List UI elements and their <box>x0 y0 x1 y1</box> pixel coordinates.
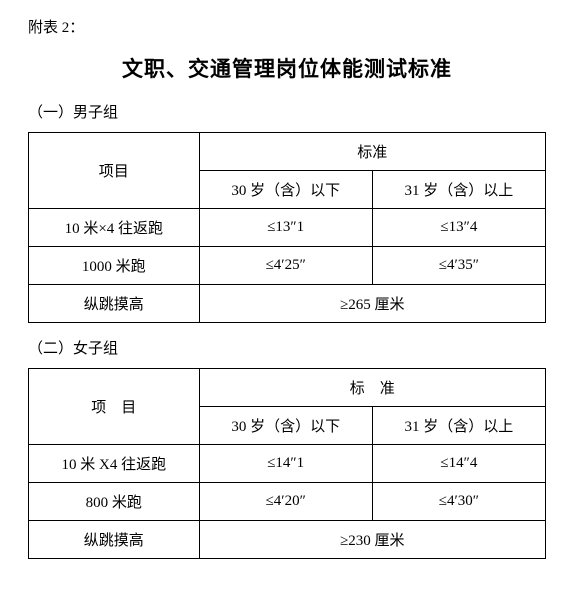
male-group-label: （一）男子组 <box>28 101 546 122</box>
female-group-label: （二）女子组 <box>28 337 546 358</box>
table-row: 800 米跑 ≤4′20″ ≤4′30″ <box>29 483 546 521</box>
page-title: 文职、交通管理岗位体能测试标准 <box>28 53 546 83</box>
header-under30-cell: 30 岁（含）以下 <box>199 171 372 209</box>
value-cell: ≤13″4 <box>372 209 545 247</box>
header-item-cell: 项 目 <box>29 369 200 445</box>
item-cell: 800 米跑 <box>29 483 200 521</box>
table-row: 项 目 标 准 <box>29 369 546 407</box>
male-table: 项目 标准 30 岁（含）以下 31 岁（含）以上 10 米×4 往返跑 ≤13… <box>28 132 546 323</box>
attachment-label: 附表 2： <box>28 16 546 37</box>
table-row: 项目 标准 <box>29 133 546 171</box>
header-item-cell: 项目 <box>29 133 200 209</box>
table-row: 纵跳摸高 ≥230 厘米 <box>29 521 546 559</box>
value-cell-merged: ≥230 厘米 <box>199 521 545 559</box>
table-row: 1000 米跑 ≤4′25″ ≤4′35″ <box>29 247 546 285</box>
header-standard-cell: 标 准 <box>199 369 545 407</box>
value-cell: ≤14″1 <box>199 445 372 483</box>
header-under30-cell: 30 岁（含）以下 <box>199 407 372 445</box>
item-cell: 1000 米跑 <box>29 247 200 285</box>
value-cell: ≤4′35″ <box>372 247 545 285</box>
value-cell: ≤4′20″ <box>199 483 372 521</box>
value-cell: ≤13″1 <box>199 209 372 247</box>
header-standard-cell: 标准 <box>199 133 545 171</box>
value-cell: ≤14″4 <box>372 445 545 483</box>
value-cell: ≤4′25″ <box>199 247 372 285</box>
item-cell: 10 米 X4 往返跑 <box>29 445 200 483</box>
header-over31-cell: 31 岁（含）以上 <box>372 171 545 209</box>
header-over31-cell: 31 岁（含）以上 <box>372 407 545 445</box>
table-row: 10 米×4 往返跑 ≤13″1 ≤13″4 <box>29 209 546 247</box>
item-cell: 10 米×4 往返跑 <box>29 209 200 247</box>
item-cell: 纵跳摸高 <box>29 285 200 323</box>
value-cell-merged: ≥265 厘米 <box>199 285 545 323</box>
female-table: 项 目 标 准 30 岁（含）以下 31 岁（含）以上 10 米 X4 往返跑 … <box>28 368 546 559</box>
table-row: 10 米 X4 往返跑 ≤14″1 ≤14″4 <box>29 445 546 483</box>
item-cell: 纵跳摸高 <box>29 521 200 559</box>
value-cell: ≤4′30″ <box>372 483 545 521</box>
table-row: 纵跳摸高 ≥265 厘米 <box>29 285 546 323</box>
